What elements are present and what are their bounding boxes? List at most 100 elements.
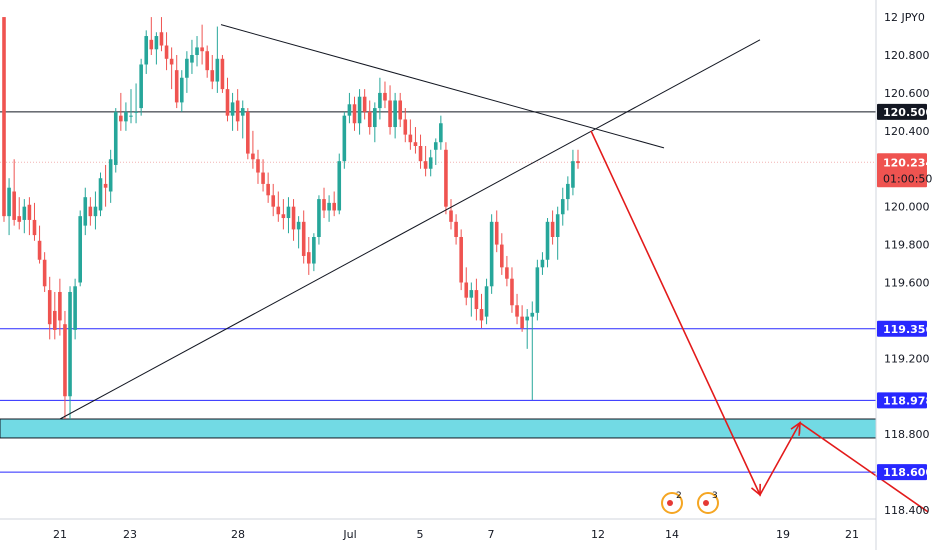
candle-body — [235, 100, 240, 122]
candle-body — [301, 221, 306, 256]
candle-body — [500, 244, 504, 268]
candle-body — [423, 161, 428, 169]
candle-body — [2, 17, 6, 217]
candle — [256, 149, 260, 184]
candle — [576, 149, 580, 169]
candle-body — [12, 191, 16, 220]
candle — [286, 197, 291, 234]
candle — [215, 26, 220, 93]
candle-body — [464, 282, 469, 298]
projection-path — [590, 130, 929, 513]
price-tick-label: 118.400 — [884, 504, 930, 517]
candle-body — [58, 291, 62, 321]
candle — [378, 77, 382, 120]
candle — [58, 278, 62, 336]
candle — [530, 301, 535, 401]
candle-body — [337, 161, 342, 211]
candle-body — [261, 172, 265, 184]
candle — [164, 32, 169, 71]
candle-body — [159, 32, 164, 46]
candle-body — [256, 159, 260, 173]
candle — [306, 237, 311, 275]
candle-body — [428, 157, 433, 169]
candle-body — [88, 206, 93, 217]
candle-body — [42, 259, 47, 287]
candle-body — [505, 267, 509, 279]
candle — [210, 55, 215, 90]
candle — [271, 183, 276, 217]
candle — [139, 58, 143, 116]
candle — [347, 92, 352, 124]
candle-body — [73, 286, 77, 330]
candle — [479, 293, 484, 328]
candle-body — [352, 104, 357, 124]
candle-body — [418, 146, 423, 162]
candle — [47, 276, 52, 340]
candle-body — [378, 92, 382, 109]
candle — [154, 32, 159, 65]
candle — [545, 218, 550, 268]
candle-body — [225, 89, 230, 116]
time-tick-label: 19 — [776, 528, 790, 541]
candle — [449, 199, 453, 230]
candle-body — [566, 183, 570, 200]
candle — [2, 17, 6, 222]
candle — [408, 119, 413, 150]
candle — [571, 149, 575, 196]
candle-body — [469, 290, 474, 298]
candle — [83, 187, 88, 236]
candle — [474, 278, 479, 321]
candle-body — [312, 237, 316, 264]
candle — [525, 309, 530, 349]
candle — [37, 225, 42, 264]
candle — [266, 172, 270, 203]
price-tick-label: 120.600 — [884, 87, 930, 100]
candle-body — [83, 197, 88, 226]
price-tag-level-3 — [877, 392, 927, 409]
candle-body — [454, 221, 458, 237]
candle — [342, 111, 347, 169]
time-tick-label: 7 — [488, 528, 495, 541]
descending-resistance-trendline — [220, 24, 665, 149]
candle-body — [124, 111, 128, 122]
candle — [296, 216, 301, 249]
candle-body — [439, 123, 443, 143]
candle-body — [398, 100, 403, 120]
candle-body — [459, 237, 463, 283]
candle-body — [367, 111, 372, 128]
time-axis[interactable]: 21 23 28 Jul 5 7 12 14 19 21 — [0, 518, 876, 541]
candle — [22, 199, 27, 234]
candle — [200, 24, 204, 65]
candle — [520, 305, 524, 332]
candle-body — [164, 45, 169, 59]
time-tick-label: 14 — [665, 528, 679, 541]
time-tick-label: 28 — [231, 528, 245, 541]
candle-body — [154, 36, 159, 50]
candle — [459, 229, 463, 291]
candle-body — [108, 159, 113, 192]
candle — [63, 310, 67, 419]
candle — [220, 55, 225, 93]
ascending-support-trendline — [59, 39, 761, 420]
candle-body — [357, 96, 362, 124]
candle — [535, 259, 540, 321]
support-zone — [0, 418, 877, 439]
event-dot — [703, 500, 709, 506]
candle — [550, 210, 555, 245]
candle — [225, 77, 230, 122]
candle-body — [17, 216, 22, 222]
candle-body — [393, 100, 397, 128]
event-marker-icon: 3 — [697, 491, 719, 514]
candle — [281, 199, 286, 230]
candle-body — [403, 119, 408, 135]
candle-body — [230, 102, 235, 116]
candle-body — [332, 202, 336, 211]
candle-body — [246, 111, 250, 154]
candle — [555, 206, 560, 260]
candle-body — [281, 214, 286, 219]
candle — [403, 108, 408, 143]
price-axis[interactable]: 120.800 120.600 120.400 120.000 119.800 119.6… — [875, 0, 932, 550]
price-tag-level-3-text: 118.978 — [883, 394, 932, 407]
